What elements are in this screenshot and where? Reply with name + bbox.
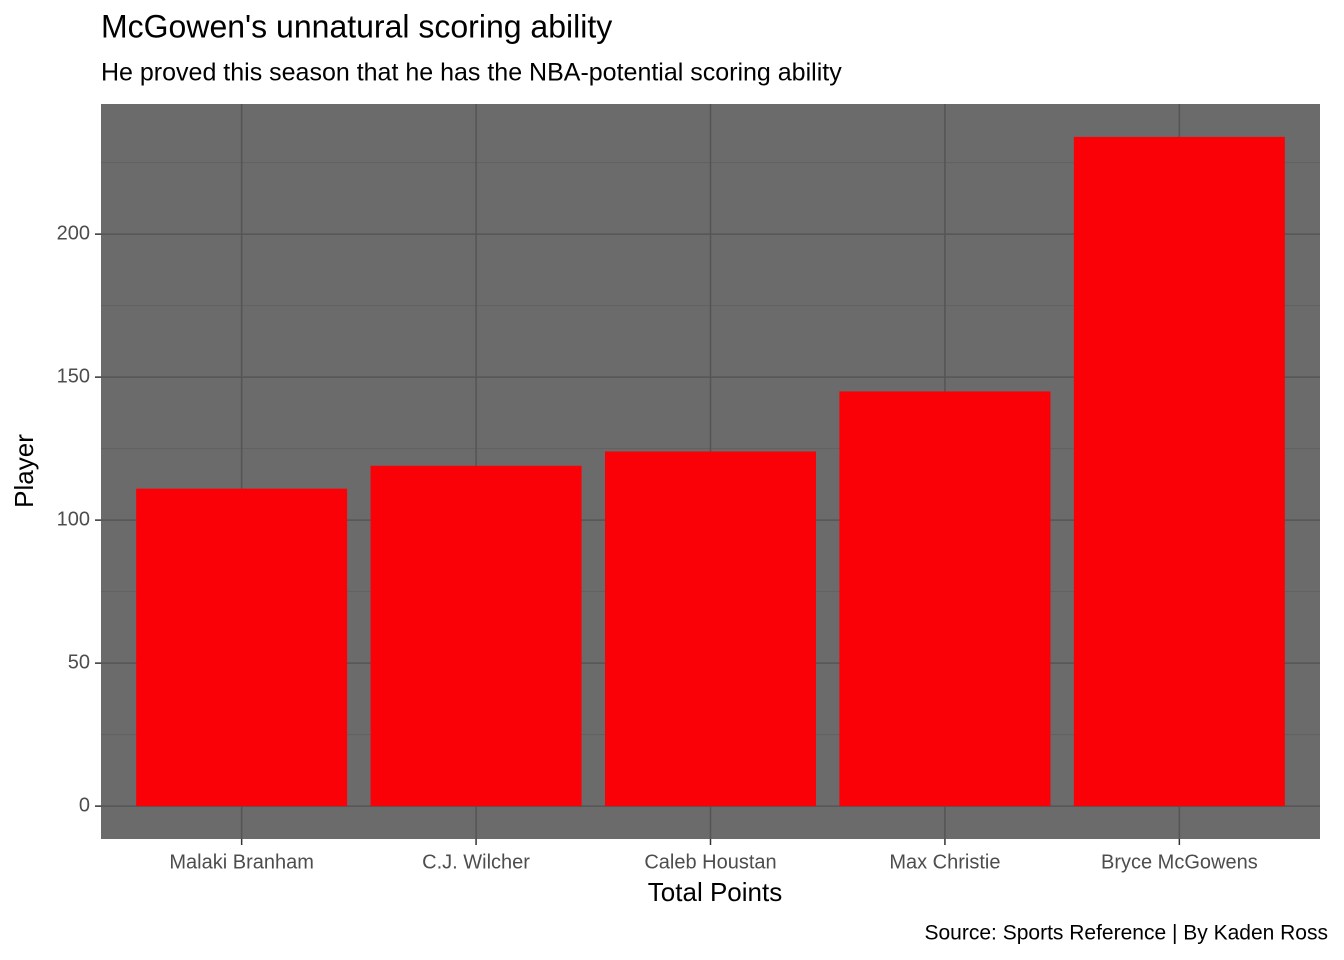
bar [136, 488, 348, 807]
bar [1073, 136, 1285, 807]
caption: Source: Sports Reference | By Kaden Ross [925, 922, 1329, 945]
x-tick-label: C.J. Wilcher [422, 851, 530, 873]
x-tick-label: Malaki Branham [169, 851, 314, 873]
bar [370, 465, 582, 807]
y-tick-label: 50 [68, 651, 90, 673]
y-tick-label: 0 [79, 794, 90, 816]
y-axis-label: Player [9, 434, 39, 508]
bar [839, 391, 1051, 807]
x-axis-label: Total Points [648, 877, 782, 907]
x-tick-label: Bryce McGowens [1101, 851, 1258, 873]
bar [605, 451, 816, 807]
chart-subtitle: He proved this season that he has the NB… [101, 59, 842, 87]
x-tick-label: Max Christie [889, 851, 1000, 873]
y-tick-label: 150 [57, 365, 90, 387]
chart-title: McGowen's unnatural scoring ability [101, 8, 612, 44]
y-tick-label: 100 [57, 508, 90, 530]
y-tick-label: 200 [57, 222, 90, 244]
x-tick-label: Caleb Houstan [644, 851, 776, 873]
